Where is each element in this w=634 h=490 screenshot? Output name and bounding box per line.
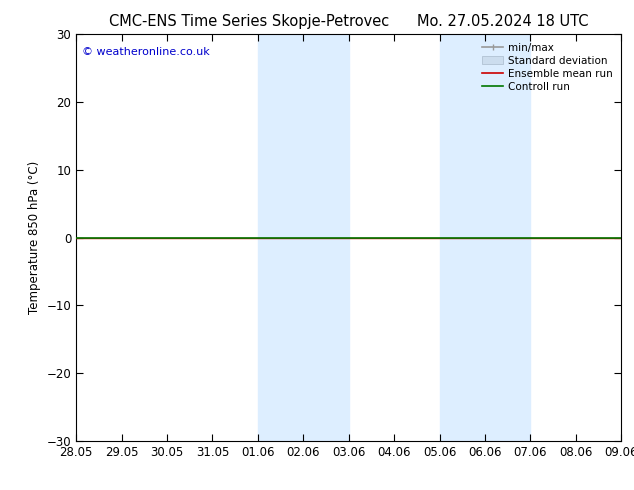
Title: CMC-ENS Time Series Skopje-Petrovec      Mo. 27.05.2024 18 UTC: CMC-ENS Time Series Skopje-Petrovec Mo. … <box>109 14 588 29</box>
Legend: min/max, Standard deviation, Ensemble mean run, Controll run: min/max, Standard deviation, Ensemble me… <box>479 40 616 95</box>
Text: © weatheronline.co.uk: © weatheronline.co.uk <box>82 47 209 56</box>
Y-axis label: Temperature 850 hPa (°C): Temperature 850 hPa (°C) <box>28 161 41 314</box>
Bar <box>258 34 349 441</box>
Bar <box>439 34 531 441</box>
